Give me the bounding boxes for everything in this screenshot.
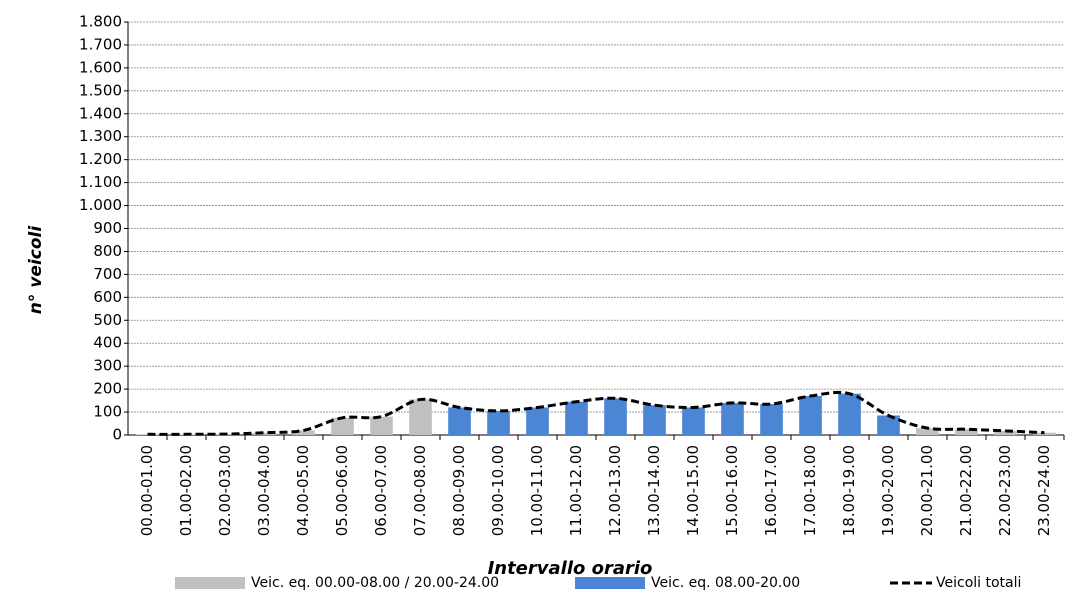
- bar: [526, 407, 549, 435]
- bar: [565, 401, 588, 435]
- legend-label: Veicoli totali: [936, 575, 1021, 591]
- bar: [877, 415, 900, 435]
- y-tick-label: 700: [93, 265, 122, 283]
- x-tick-label: 12.00-13.00: [606, 445, 624, 536]
- y-tick-label: 1.100: [79, 173, 122, 191]
- y-tick-label: 800: [93, 242, 122, 260]
- y-tick-label: 300: [93, 357, 122, 375]
- bar: [253, 432, 276, 435]
- y-tick-label: 200: [93, 380, 122, 398]
- y-tick-label: 600: [93, 288, 122, 306]
- bar: [1033, 432, 1056, 435]
- legend-label: Veic. eq. 08.00-20.00: [651, 575, 800, 591]
- y-tick-label: 500: [93, 311, 122, 329]
- bar: [721, 402, 744, 435]
- x-tick-label: 18.00-19.00: [840, 445, 858, 536]
- legend-swatch: [175, 577, 245, 589]
- bar: [292, 430, 315, 435]
- bar: [370, 416, 393, 435]
- bar: [760, 404, 783, 435]
- x-tick-label: 16.00-17.00: [762, 445, 780, 536]
- y-tick-label: 1.500: [79, 81, 122, 99]
- bar: [448, 407, 471, 435]
- x-tick-label: 00.00-01.00: [138, 445, 156, 536]
- x-tick-label: 07.00-08.00: [411, 445, 429, 536]
- x-tick-label: 21.00-22.00: [957, 445, 975, 536]
- y-tick-label: 1.300: [79, 127, 122, 145]
- bar: [409, 399, 432, 435]
- x-tick-label: 17.00-18.00: [801, 445, 819, 536]
- y-axis-title: n° veicoli: [26, 225, 46, 315]
- y-tick-label: 100: [93, 403, 122, 421]
- y-tick-label: 1.400: [79, 104, 122, 122]
- x-tick-label: 13.00-14.00: [645, 445, 663, 536]
- bar: [955, 429, 978, 435]
- bar: [487, 410, 510, 435]
- y-tick-label: 1.600: [79, 58, 122, 76]
- bar: [643, 405, 666, 435]
- x-tick-label: 22.00-23.00: [996, 445, 1014, 536]
- y-tick-label: 1.000: [79, 196, 122, 214]
- y-tick-label: 1.200: [79, 150, 122, 168]
- x-tick-label: 20.00-21.00: [918, 445, 936, 536]
- legend-label: Veic. eq. 00.00-08.00 / 20.00-24.00: [251, 575, 499, 591]
- y-tick-label: 0: [112, 426, 122, 444]
- x-tick-label: 02.00-03.00: [216, 445, 234, 536]
- legend-swatch: [575, 577, 645, 589]
- bar: [799, 395, 822, 435]
- y-tick-label: 1.800: [79, 13, 122, 31]
- x-tick-label: 15.00-16.00: [723, 445, 741, 536]
- x-tick-label: 23.00-24.00: [1035, 445, 1053, 536]
- x-axis-title: Intervallo orario: [488, 558, 653, 579]
- bar: [331, 417, 354, 435]
- line: [147, 390, 1045, 436]
- y-tick-label: 400: [93, 334, 122, 352]
- x-tick-label: 06.00-07.00: [372, 445, 390, 536]
- bar: [838, 393, 861, 435]
- x-tick-label: 09.00-10.00: [489, 445, 507, 536]
- y-tick-label: 1.700: [79, 35, 122, 53]
- x-tick-label: 11.00-12.00: [567, 445, 585, 536]
- bar: [604, 398, 627, 435]
- x-tick-label: 04.00-05.00: [294, 445, 312, 536]
- x-tick-label: 01.00-02.00: [177, 445, 195, 536]
- bar: [682, 407, 705, 435]
- x-tick-label: 03.00-04.00: [255, 445, 273, 536]
- x-tick-label: 08.00-09.00: [450, 445, 468, 536]
- y-tick-label: 900: [93, 219, 122, 237]
- x-tick-label: 10.00-11.00: [528, 445, 546, 536]
- x-tick-label: 05.00-06.00: [333, 445, 351, 536]
- x-tick-label: 14.00-15.00: [684, 445, 702, 536]
- bar: [994, 430, 1017, 435]
- bar: [916, 428, 939, 435]
- x-tick-label: 19.00-20.00: [879, 445, 897, 536]
